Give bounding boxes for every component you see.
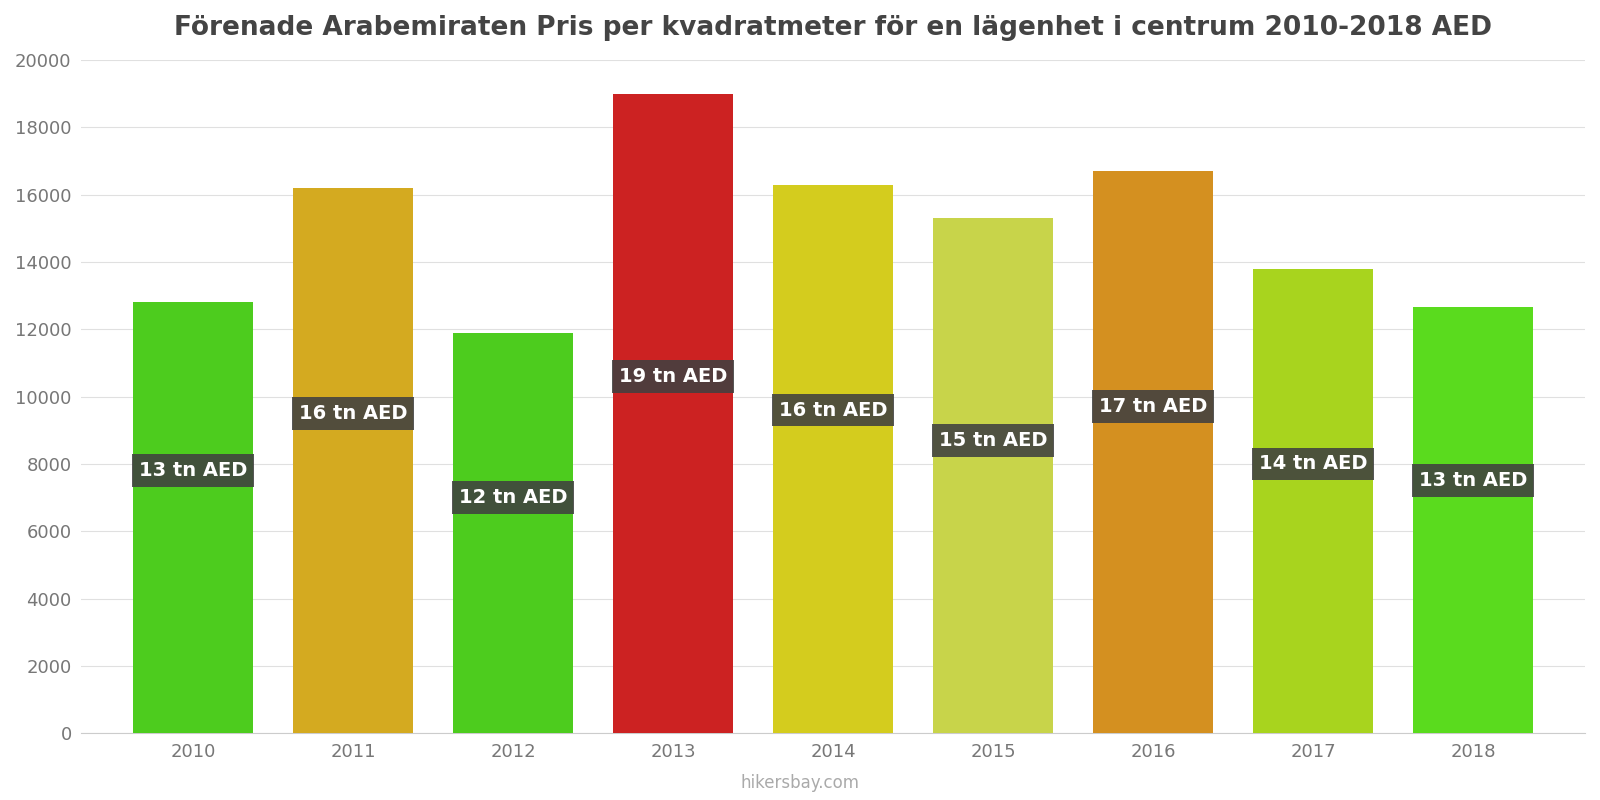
Bar	[613, 94, 733, 734]
Text: hikersbay.com: hikersbay.com	[741, 774, 859, 792]
Bar	[1093, 171, 1213, 734]
Text: 19 tn AED: 19 tn AED	[619, 367, 728, 386]
Text: 13 tn AED: 13 tn AED	[1419, 471, 1528, 490]
Text: 16 tn AED: 16 tn AED	[299, 404, 408, 423]
Text: 15 tn AED: 15 tn AED	[939, 431, 1048, 450]
Bar	[1253, 269, 1373, 734]
Bar	[133, 302, 253, 734]
Bar	[1413, 307, 1533, 734]
Text: 17 tn AED: 17 tn AED	[1099, 398, 1208, 416]
Title: Förenade Arabemiraten Pris per kvadratmeter för en lägenhet i centrum 2010-2018 : Förenade Arabemiraten Pris per kvadratme…	[174, 15, 1493, 41]
Text: 12 tn AED: 12 tn AED	[459, 488, 568, 507]
Text: 13 tn AED: 13 tn AED	[139, 461, 248, 480]
Bar	[773, 185, 893, 734]
Bar	[453, 333, 573, 734]
Text: 16 tn AED: 16 tn AED	[779, 401, 888, 420]
Text: 14 tn AED: 14 tn AED	[1259, 454, 1368, 474]
Bar	[293, 188, 413, 734]
Bar	[933, 218, 1053, 734]
